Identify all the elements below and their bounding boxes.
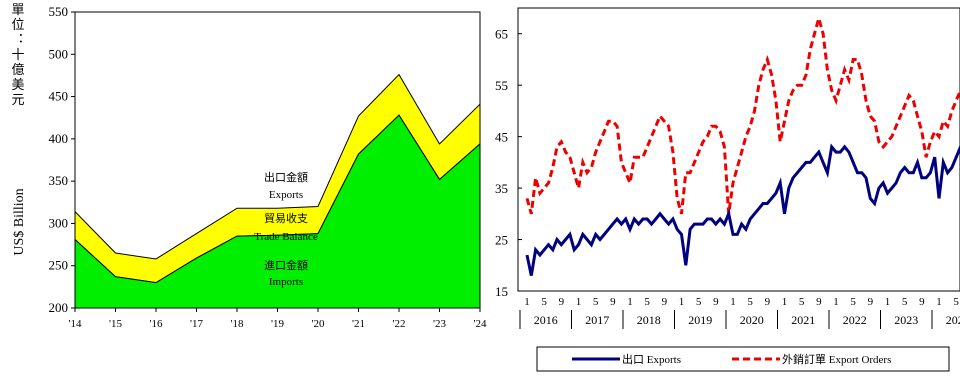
annotation-exports-en: Exports [269,189,303,201]
right-year-label: 2021 [791,313,815,327]
right-month-tick-label: 1 [936,296,942,308]
right-month-tick-label: 5 [696,296,702,308]
right-year-label: 2019 [688,313,712,327]
annotation-imports-zh: 進口金額 [264,258,308,272]
annotation-exports-zh: 出口金額 [264,170,308,184]
left-xtick-label: '20 [312,318,325,330]
left-xtick-label: '18 [231,318,244,330]
right-year-label: 2018 [637,313,661,327]
right-month-tick-label: 1 [679,296,685,308]
right-month-tick-label: 5 [902,296,908,308]
right-month-tick-label: 5 [644,296,650,308]
left-ytick-label: 250 [49,258,69,273]
left-ytick-label: 500 [49,46,69,61]
left-xtick-label: '15 [109,318,122,330]
right-month-tick-label: 5 [850,296,856,308]
right-ytick-label: 35 [495,181,508,196]
right-month-tick-label: 9 [868,296,874,308]
imports-area [74,114,481,309]
right-month-tick-label: 1 [782,296,788,308]
right-month-tick-label: 1 [885,296,891,308]
right-month-tick-label: 5 [799,296,805,308]
right-plot-frame [517,7,960,292]
right-month-tick-label: 5 [747,296,753,308]
right-month-tick-label: 1 [524,296,530,308]
trade-area-chart: 200 250 300 350 400 450 500 550 '14 '15 '16 '17 '18… [10,3,487,331]
right-month-tick-label: 1 [833,296,839,308]
right-year-label: 2020 [740,313,764,327]
left-ytick-label: 350 [49,173,69,188]
export-orders-line [525,12,960,215]
right-ytick-label: 15 [495,284,508,299]
right-month-tick-label: 9 [765,296,771,308]
annotation-balance-en: Trade Balance [254,231,318,243]
legend-orders-label: 外銷訂單 Export Orders [782,352,891,366]
right-year-label: 2023 [894,313,918,327]
left-xtick-label: '17 [190,318,203,330]
left-xtick-label: '23 [433,318,446,330]
annotation-imports-en: Imports [269,276,303,288]
left-xtick-label: '22 [393,318,406,330]
right-year-label: 2022 [843,313,867,327]
right-month-tick-label: 5 [593,296,599,308]
left-ytick-label: 450 [49,89,69,104]
right-month-tick-label: 1 [576,296,582,308]
right-month-tick-label: 9 [610,296,616,308]
left-xtick-label: '24 [474,318,487,330]
right-year-label: 2017 [585,313,609,327]
left-xtick-label: '16 [150,318,163,330]
left-ylabel-vertical: 單位：十億美元 [10,3,25,108]
right-ytick-label: 25 [495,233,508,248]
right-month-tick-label: 9 [559,296,565,308]
right-month-tick-label: 9 [816,296,822,308]
right-month-tick-label: 9 [919,296,925,308]
left-ytick-label: 300 [49,215,69,230]
left-ytick-label: 550 [49,4,69,19]
right-ytick-label: 55 [495,78,508,93]
right-ytick-label: 45 [495,130,508,145]
right-year-label: 2016 [534,313,558,327]
right-month-tick-label: 5 [953,296,959,308]
right-month-tick-label: 1 [627,296,633,308]
right-year-label: 2024 [946,313,960,327]
left-ytick-label: 200 [49,300,69,315]
left-xtick-label: '14 [69,318,82,330]
right-month-tick-label: 9 [713,296,719,308]
legend-exports-label: 出口 Exports [622,352,681,366]
annotation-balance-zh: 貿易收支 [264,211,308,225]
left-xtick-label: '19 [271,318,284,330]
legend: 出口 Exports 外銷訂單 Export Orders [536,346,950,372]
right-ytick-label: 65 [495,27,508,42]
left-xtick-label: '21 [352,318,365,330]
right-month-tick-label: 1 [730,296,736,308]
exports-line [525,143,960,276]
right-month-tick-label: 9 [662,296,668,308]
left-ytick-label: 400 [49,131,69,146]
right-month-tick-label: 5 [541,296,547,308]
left-ylabel: US$ Billion [12,188,27,255]
